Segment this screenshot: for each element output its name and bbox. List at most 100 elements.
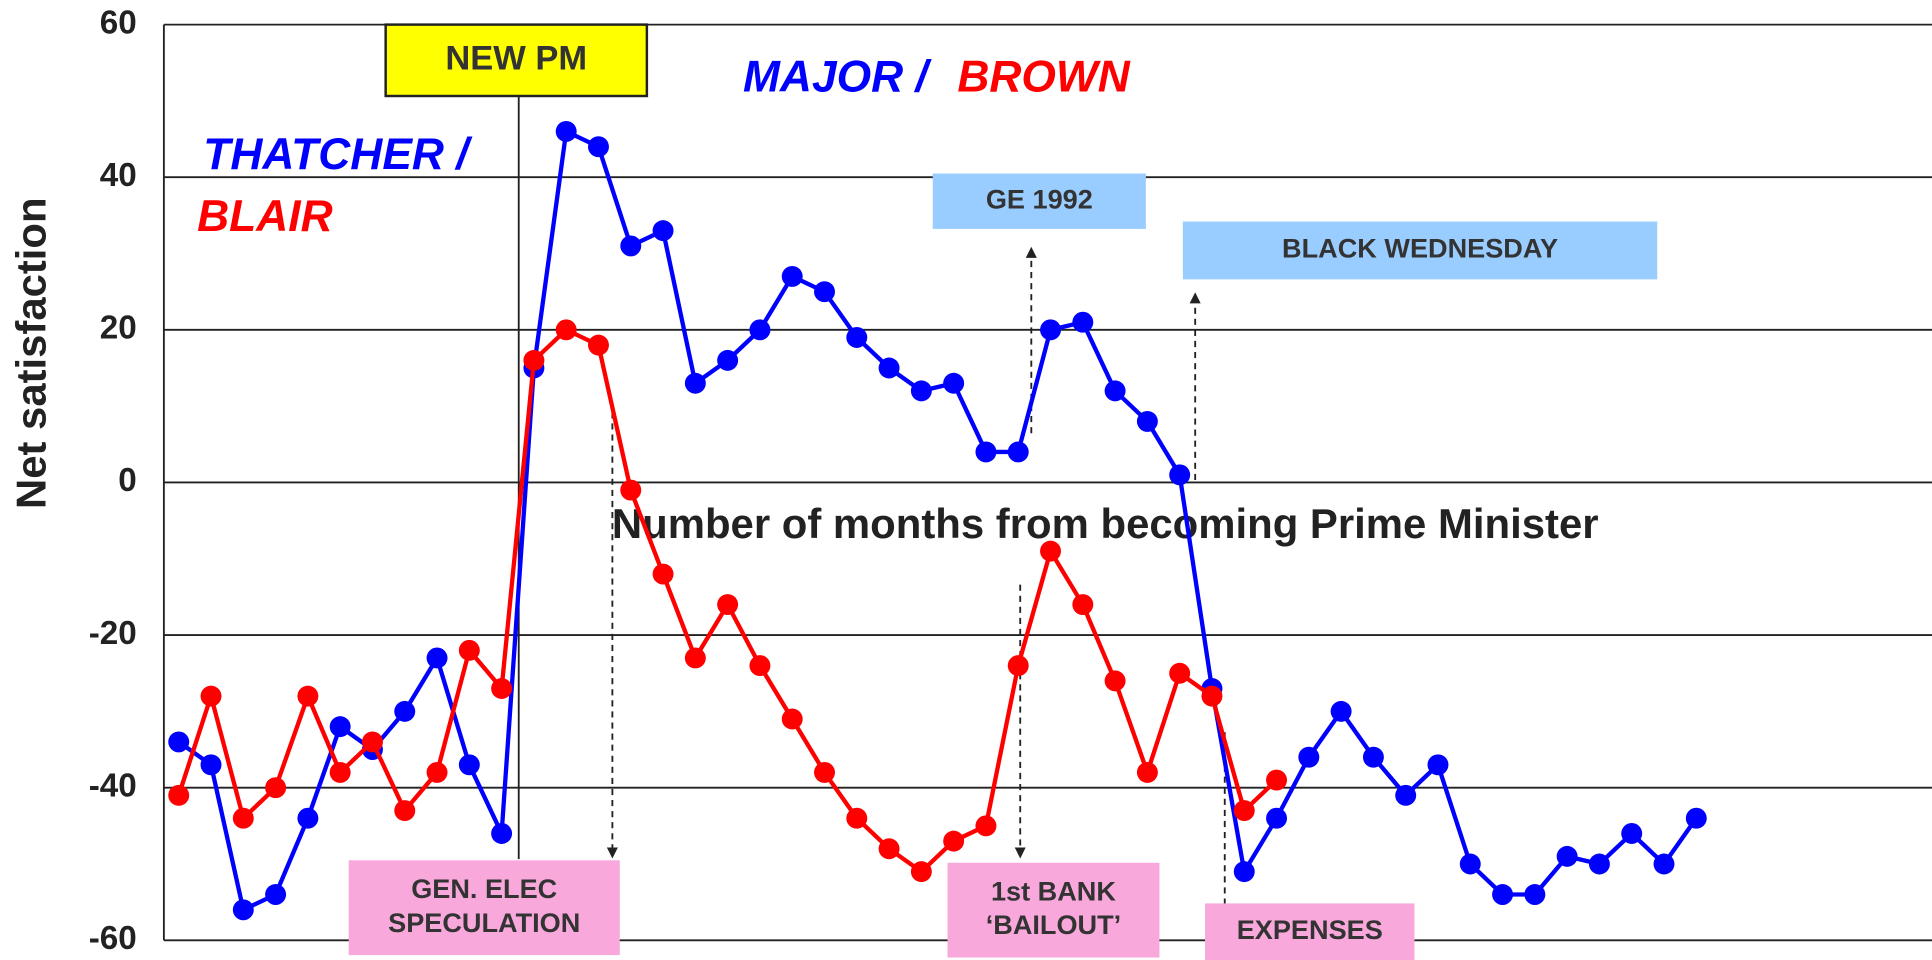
data-point <box>1685 807 1707 829</box>
data-point <box>814 761 835 783</box>
data-point <box>878 838 900 860</box>
data-point <box>523 349 545 371</box>
data-point <box>749 655 771 677</box>
data-point <box>168 784 190 806</box>
data-point <box>232 807 254 829</box>
annotation-text: NEW PM <box>445 39 587 77</box>
data-point <box>749 319 771 341</box>
data-point <box>426 647 448 669</box>
data-point <box>620 235 642 257</box>
data-point <box>1169 662 1191 684</box>
data-point <box>1169 464 1191 486</box>
data-point <box>1072 311 1094 333</box>
data-point <box>265 884 287 905</box>
data-point <box>1007 655 1029 677</box>
data-point <box>168 731 190 753</box>
data-point <box>1621 823 1643 844</box>
data-point <box>297 685 319 707</box>
data-point <box>1040 540 1061 562</box>
series-label: BROWN <box>957 53 1130 102</box>
data-point <box>814 281 835 303</box>
y-tick-label: 0 <box>118 462 136 499</box>
data-point <box>975 441 997 463</box>
data-point <box>943 372 965 394</box>
data-point <box>200 685 222 707</box>
annotation-box <box>1205 903 1415 960</box>
data-point <box>1007 441 1029 463</box>
series-label: BLAIR <box>197 192 333 241</box>
data-point <box>200 754 222 776</box>
data-point <box>1427 754 1449 776</box>
data-point <box>1298 746 1320 768</box>
y-tick-label: -20 <box>89 615 137 652</box>
x-axis-label: Number of months from becoming Prime Min… <box>612 500 1599 547</box>
data-point <box>1233 800 1255 822</box>
annotation-text: GEN. ELEC <box>411 873 557 904</box>
series-label: THATCHER / <box>203 130 473 179</box>
annotation-text: BLACK WEDNESDAY <box>1282 233 1558 264</box>
data-point <box>458 754 480 776</box>
data-point <box>1330 700 1352 722</box>
data-point <box>1395 784 1417 806</box>
data-point <box>1266 769 1288 791</box>
data-point <box>1233 861 1255 883</box>
data-point <box>910 861 932 883</box>
data-point <box>555 120 577 142</box>
series-label: MAJOR / <box>743 53 933 102</box>
data-point <box>1653 853 1675 875</box>
data-point <box>555 319 577 341</box>
data-point <box>1362 746 1384 768</box>
data-point <box>329 761 351 783</box>
data-point <box>717 349 739 371</box>
data-point <box>878 357 900 379</box>
data-point <box>297 807 319 829</box>
annotation-text: SPECULATION <box>388 907 580 938</box>
data-point <box>1524 884 1546 905</box>
data-point <box>458 639 480 661</box>
data-point <box>943 830 965 852</box>
data-point <box>588 136 609 158</box>
annotation-text: 1st BANK <box>991 875 1116 906</box>
data-point <box>1136 761 1158 783</box>
y-tick-label: -60 <box>89 920 137 957</box>
data-point <box>652 563 674 585</box>
data-point <box>1201 685 1223 707</box>
data-point <box>620 479 642 501</box>
data-point <box>846 327 868 348</box>
data-point <box>1040 319 1061 341</box>
data-point <box>1266 807 1288 829</box>
data-point <box>684 647 706 669</box>
annotation-box <box>384 23 649 98</box>
data-point <box>652 220 674 242</box>
data-point <box>426 761 448 783</box>
data-point <box>394 800 416 822</box>
y-axis-label: Net satisfaction <box>8 197 55 509</box>
data-point <box>329 716 351 738</box>
data-point <box>491 678 513 699</box>
data-point <box>910 380 932 402</box>
y-tick-label: 20 <box>100 310 137 347</box>
data-point <box>588 334 609 356</box>
data-point <box>491 823 513 844</box>
data-point <box>975 815 997 837</box>
data-point <box>846 807 868 829</box>
annotation-box <box>1182 221 1658 280</box>
data-point <box>684 372 706 394</box>
data-point <box>361 731 383 753</box>
data-point <box>717 594 739 616</box>
y-tick-label: 60 <box>100 4 137 41</box>
data-point <box>1459 853 1481 875</box>
data-point <box>1556 845 1578 867</box>
y-tick-label: 40 <box>100 157 137 194</box>
data-point <box>1588 853 1610 875</box>
y-tick-label: -40 <box>89 767 137 804</box>
annotation-text: GE 1992 <box>986 183 1093 214</box>
data-point <box>781 265 803 287</box>
data-point <box>1492 884 1514 905</box>
data-point <box>265 777 287 799</box>
annotation-box <box>947 862 1160 958</box>
annotation-box <box>348 860 620 956</box>
data-point <box>781 708 803 730</box>
